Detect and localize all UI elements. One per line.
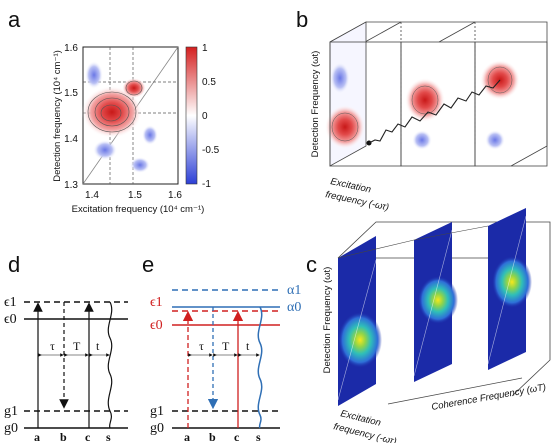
box-edge (438, 21, 476, 43)
negative-feature (130, 157, 150, 173)
interval-label: τ (50, 339, 55, 353)
panel-a-letter: a (8, 7, 21, 32)
spectrogram-3 (487, 208, 532, 370)
level-label: α0 (287, 300, 301, 315)
contour (100, 104, 122, 122)
column-label: s (256, 430, 261, 443)
x-tick: 1.6 (168, 190, 182, 201)
negative-feature (85, 61, 103, 89)
panel-c-letter: c (306, 252, 317, 277)
y-tick: 1.6 (64, 43, 78, 54)
panel-e-letter: e (142, 252, 154, 277)
panel-b: b Detection Frequen (296, 7, 548, 213)
column-label: c (234, 430, 240, 443)
panel-a: a 1.6 1.5 1.4 1.3 1. (8, 7, 220, 215)
column-label: b (209, 430, 216, 443)
interval-label: t (246, 339, 250, 353)
colorbar-tick: 0.5 (202, 77, 216, 88)
level-label: g1 (150, 404, 164, 419)
y-axis-label: Detection frequency (10⁴ cm⁻¹) (52, 50, 63, 182)
panel-b-letter: b (296, 7, 308, 32)
contour (94, 97, 130, 127)
panel-a-plot (82, 46, 179, 185)
box-edge (337, 239, 415, 259)
box-edge (364, 21, 402, 43)
positive-peak (82, 86, 142, 138)
colorbar-tick: 1 (202, 43, 208, 54)
colorbar-tick: -1 (202, 179, 211, 190)
spectrum-slice-3 (480, 60, 520, 150)
panel-c: c Detection Frequency (ωt) Excitation fr… (306, 208, 551, 443)
y-tick: 1.5 (64, 88, 78, 99)
spectrogram-1 (337, 236, 382, 406)
level-label: g1 (4, 404, 18, 419)
column-label: c (85, 430, 91, 443)
y-tick: 1.3 (64, 180, 78, 191)
x-axis-label: Excitation frequency (10⁴ cm⁻¹) (72, 204, 205, 215)
interval-label: τ (199, 339, 204, 353)
level-label: ϵ0 (4, 312, 17, 327)
level-label: α1 (287, 283, 301, 298)
coherence-axis-label: Coherence Frequency (ωT) (431, 382, 547, 413)
colorbar-tick: -0.5 (202, 145, 220, 156)
level-label: ϵ1 (150, 295, 163, 310)
spectrum-slice-2 (405, 78, 445, 150)
spectrum-slice-1 (325, 21, 372, 167)
box-back-edge (337, 221, 551, 397)
x-tick: 1.5 (128, 190, 142, 201)
level-label: g0 (4, 421, 18, 436)
signal-wave (257, 306, 263, 429)
column-label: a (184, 430, 190, 443)
level-label: ϵ1 (4, 295, 17, 310)
box-edge (413, 225, 489, 241)
signal-wave (107, 301, 113, 429)
panel-d: d ϵ1 ϵ0 g1 g0 τ T t a b c s (4, 252, 128, 443)
column-label: a (34, 430, 40, 443)
level-label: ϵ0 (150, 318, 163, 333)
colorbar (185, 46, 198, 185)
panel-d-letter: d (8, 252, 20, 277)
contour (125, 80, 143, 96)
slice-frame (474, 41, 548, 167)
y-axis-label: Detection Frequency (ωt) (310, 51, 321, 158)
spectrogram-2 (413, 222, 458, 382)
column-label: b (60, 430, 67, 443)
coherence-trajectory (368, 79, 501, 144)
negative-feature (93, 140, 117, 160)
negative-feature (142, 125, 158, 145)
y-axis-label: Detection Frequency (ωt) (322, 267, 333, 374)
y-tick: 1.4 (64, 134, 78, 145)
contour (87, 91, 137, 133)
x-tick: 1.4 (85, 190, 99, 201)
colorbar-tick: 0 (202, 111, 208, 122)
level-label: g0 (150, 421, 164, 436)
panel-e: e α1 α0 ϵ1 ϵ0 g1 g0 τ T t a b c s (142, 252, 301, 443)
coherence-axis (387, 377, 523, 405)
interval-label: T (73, 339, 81, 353)
interval-label: t (96, 339, 100, 353)
interval-label: T (222, 339, 230, 353)
column-label: s (106, 430, 111, 443)
